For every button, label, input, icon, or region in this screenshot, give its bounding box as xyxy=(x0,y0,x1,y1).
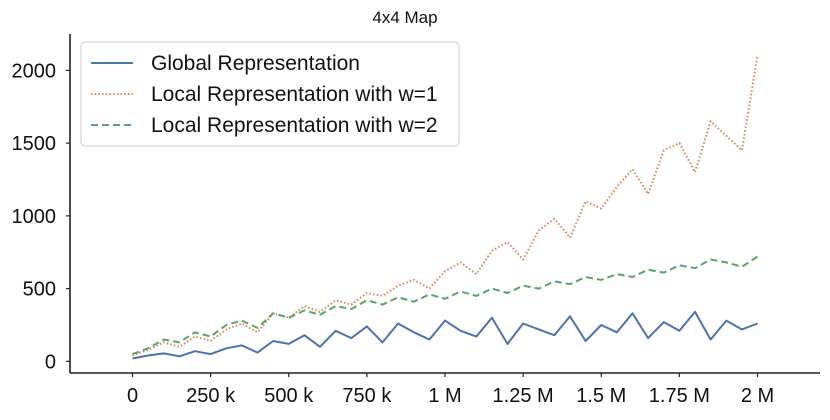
legend: Global Representation Local Representatio… xyxy=(80,41,460,147)
y-tick-label: 500 xyxy=(23,279,56,301)
x-tick-label: 1.5 M xyxy=(576,385,626,407)
x-tick-label: 1.25 M xyxy=(493,385,554,407)
x-tick-label: 750 k xyxy=(342,385,392,407)
series-line-0 xyxy=(132,310,758,360)
axes-layer: 0 250 k 500 k 750 k 1 M 1.25 M 1.5 M 1.75 M 2 M 0… xyxy=(12,34,820,407)
legend-label-2: Local Representation with w=2 xyxy=(151,114,438,137)
x-tick-label: 250 k xyxy=(186,385,236,407)
legend-label-1: Local Representation with w=1 xyxy=(151,83,438,106)
x-tick-label: 1.75 M xyxy=(649,385,710,407)
series-line-2 xyxy=(132,255,759,356)
x-tick-label: 2 M xyxy=(741,385,774,407)
y-tick-label: 1000 xyxy=(12,206,57,228)
y-tick-label: 2000 xyxy=(12,60,57,82)
x-tick-label: 1 M xyxy=(428,385,461,407)
legend-box xyxy=(80,41,460,147)
y-tick-label: 0 xyxy=(45,351,56,373)
x-tick-label: 0 xyxy=(127,385,138,407)
y-tick-label: 1500 xyxy=(12,133,57,155)
series-layer xyxy=(132,55,759,360)
chart-title: 4x4 Map xyxy=(372,8,437,27)
x-tick-label: 500 k xyxy=(264,385,314,407)
legend-label-0: Global Representation xyxy=(151,52,360,75)
series-line-1 xyxy=(132,55,759,357)
